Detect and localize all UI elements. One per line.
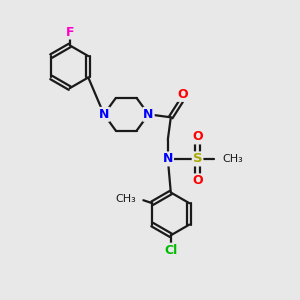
Text: F: F [65,26,74,38]
Text: CH₃: CH₃ [222,154,243,164]
Text: N: N [163,152,173,165]
Text: Cl: Cl [164,244,177,257]
Text: N: N [143,108,154,121]
Text: O: O [192,174,203,188]
Text: O: O [192,130,203,143]
Text: O: O [177,88,188,101]
Text: N: N [99,108,109,121]
Text: CH₃: CH₃ [115,194,136,204]
Text: S: S [193,152,202,165]
